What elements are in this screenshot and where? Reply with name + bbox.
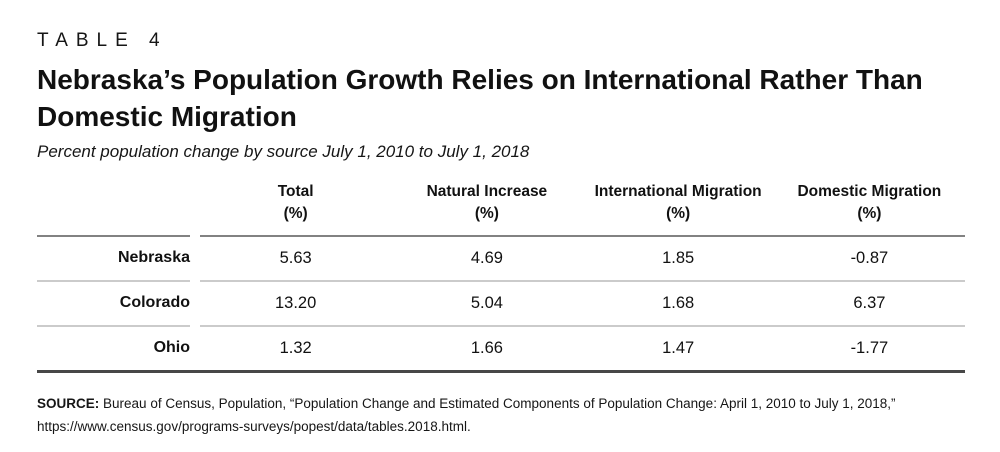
table-cell-colorado-natural-increase: 5.04 <box>470 293 503 312</box>
column-header-international-migration: International Migration (%) <box>583 181 774 235</box>
table-cell-ohio-international-migration: 1.47 <box>662 338 695 357</box>
table-cell-nebraska-natural-increase: 4.69 <box>470 248 503 267</box>
column-header-label: Total <box>277 182 314 200</box>
column-header-unit: (%) <box>474 205 499 223</box>
table-title: Nebraska’s Population Growth Relies on I… <box>37 63 923 132</box>
column-header-label: Domestic Migration <box>797 182 942 200</box>
row-label-ohio: Ohio <box>153 339 190 357</box>
header-rule-left <box>37 234 190 237</box>
table-cell-nebraska-international-migration: 1.85 <box>662 248 695 267</box>
column-header-unit: (%) <box>666 205 691 223</box>
row-separator-left <box>37 324 190 327</box>
row-label-colorado: Colorado <box>119 294 190 312</box>
column-header-domestic-migration: Domestic Migration (%) <box>774 181 965 235</box>
header-rule-right <box>200 234 965 237</box>
source-label: SOURCE: <box>37 395 100 411</box>
row-separator-right <box>200 324 965 327</box>
table-cell-colorado-domestic-migration: 6.37 <box>853 293 886 312</box>
table-cell-colorado-international-migration: 1.68 <box>662 293 695 312</box>
table-subtitle: Percent population change by source July… <box>37 141 530 161</box>
table-cell-ohio-natural-increase: 1.66 <box>470 338 503 357</box>
row-separator-left <box>37 279 190 282</box>
row-label-nebraska: Nebraska <box>117 249 190 267</box>
row-separator-right <box>200 279 965 282</box>
source-note: SOURCE: Bureau of Census, Population, “P… <box>37 393 965 439</box>
table-cell-nebraska-total: 5.63 <box>279 248 312 267</box>
data-table: Total (%) Natural Increase (%) Internati… <box>37 181 965 373</box>
column-header-total: Total (%) <box>200 181 391 235</box>
table-bottom-rule <box>37 369 965 373</box>
column-header-natural-increase: Natural Increase (%) <box>391 181 582 235</box>
table-cell-ohio-total: 1.32 <box>279 338 312 357</box>
column-header-unit: (%) <box>283 205 308 223</box>
table-number-label: TABLE 4 <box>37 30 168 51</box>
source-text: Bureau of Census, Population, “Populatio… <box>37 395 896 434</box>
column-header-label: International Migration <box>594 182 762 200</box>
table-cell-ohio-domestic-migration: -1.77 <box>850 338 889 357</box>
column-header-unit: (%) <box>857 205 882 223</box>
table-cell-colorado-total: 13.20 <box>274 293 317 312</box>
table-cell-nebraska-domestic-migration: -0.87 <box>850 248 889 267</box>
column-header-label: Natural Increase <box>426 182 548 200</box>
table-figure: TABLE 4 Nebraska’s Population Growth Rel… <box>37 30 965 439</box>
